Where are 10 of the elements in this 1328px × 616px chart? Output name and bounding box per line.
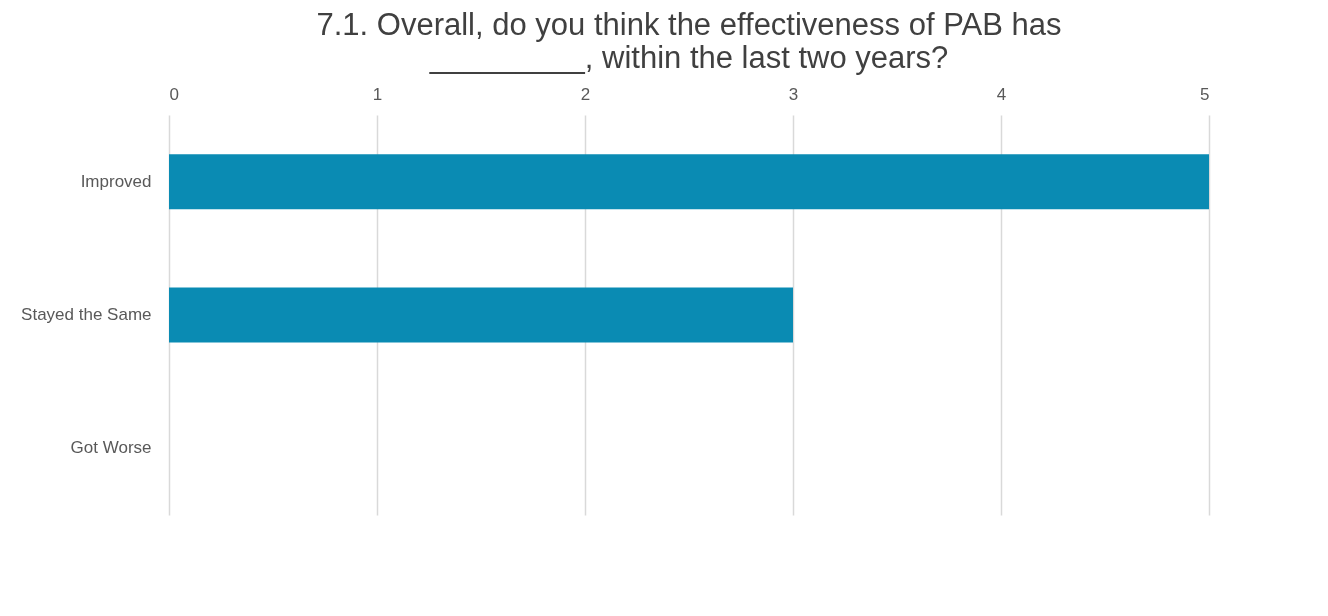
chart-title: 7.1. Overall, do you think the effectiveness of PAB has _________, within the last two years? (316, 7, 1062, 75)
y-tick-label: Improved (80, 171, 152, 191)
x-tick-label: 4 (996, 84, 1007, 104)
x-tick-label: 3 (788, 84, 799, 104)
x-tick-label: 5 (1200, 84, 1210, 104)
y-tick-label: Got Worse (70, 438, 152, 458)
y-tick-label: Stayed the Same (21, 305, 152, 324)
x-tick-label: 2 (580, 84, 591, 104)
x-tick-label: 0 (169, 84, 179, 104)
x-tick-label: 1 (372, 84, 383, 104)
